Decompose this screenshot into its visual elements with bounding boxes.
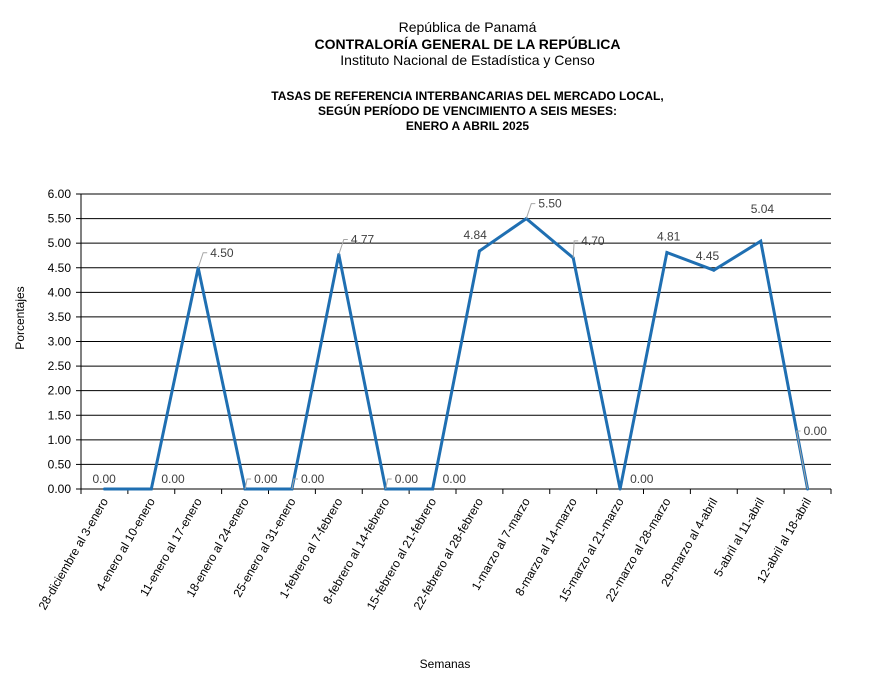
- data-label: 4.70: [581, 234, 605, 248]
- data-point: [102, 487, 106, 491]
- data-label-leader: [385, 478, 392, 490]
- data-point: [759, 239, 763, 243]
- y-tick-label: 3.00: [48, 335, 72, 349]
- y-tick-label: 0.00: [48, 482, 72, 496]
- data-label: 0.00: [395, 472, 419, 486]
- data-label: 0.00: [161, 472, 185, 486]
- data-label: 4.81: [657, 230, 681, 244]
- data-label-leader: [291, 478, 298, 490]
- x-tick-label: 5-abril al 11-abril: [711, 496, 767, 580]
- chart-title-line-3: ENERO A ABRIL 2025: [405, 119, 530, 133]
- data-label: 5.50: [538, 197, 562, 211]
- y-tick-label: 6.00: [48, 187, 72, 201]
- data-point: [477, 249, 481, 253]
- data-label: 4.77: [351, 232, 375, 246]
- y-tick-label: 4.50: [48, 261, 72, 275]
- y-tick-label: 0.50: [48, 457, 72, 471]
- data-label-leader: [525, 203, 536, 219]
- y-tick-label: 1.00: [48, 433, 72, 447]
- data-label: 0.00: [443, 472, 467, 486]
- y-tick-label: 3.50: [48, 310, 72, 324]
- y-tick-label: 4.00: [48, 285, 72, 299]
- data-label: 0.00: [92, 472, 116, 486]
- header-institution: CONTRALORÍA GENERAL DE LA REPÚBLICA: [314, 36, 621, 52]
- header-institute: Instituto Nacional de Estadística y Cens…: [340, 52, 595, 68]
- data-point: [149, 487, 153, 491]
- chart-title-line-1: TASAS DE REFERENCIA INTERBANCARIAS DEL M…: [271, 89, 664, 103]
- data-label: 4.84: [463, 228, 487, 242]
- y-tick-label: 2.50: [48, 359, 72, 373]
- data-label-leader: [244, 478, 252, 490]
- y-tick-label: 1.50: [48, 408, 72, 422]
- data-label-leader: [338, 238, 348, 255]
- data-label: 5.04: [751, 202, 775, 216]
- header-country: República de Panamá: [398, 19, 537, 35]
- data-label: 4.45: [696, 249, 720, 263]
- y-tick-label: 5.50: [48, 212, 72, 226]
- y-tick-label: 2.00: [48, 384, 72, 398]
- data-label-leader: [197, 252, 208, 268]
- x-axis-label: Semanas: [419, 657, 471, 671]
- data-label: 0.00: [804, 424, 828, 438]
- data-label-leader: [572, 240, 579, 258]
- data-point: [618, 487, 622, 491]
- data-point: [712, 268, 716, 272]
- x-tick-label: 28-diciembre al 3-enero: [36, 495, 112, 612]
- data-label: 4.50: [210, 246, 234, 260]
- series-line: [104, 216, 810, 491]
- data-label: 0.00: [630, 472, 654, 486]
- data-label: 0.00: [254, 472, 278, 486]
- data-label-leader: [795, 430, 809, 490]
- data-point: [431, 487, 435, 491]
- chart-title-line-2: SEGÚN PERÍODO DE VENCIMIENTO A SEIS MESE…: [318, 104, 617, 118]
- data-point: [665, 251, 669, 255]
- data-label: 0.00: [301, 472, 325, 486]
- y-tick-label: 5.00: [48, 236, 72, 250]
